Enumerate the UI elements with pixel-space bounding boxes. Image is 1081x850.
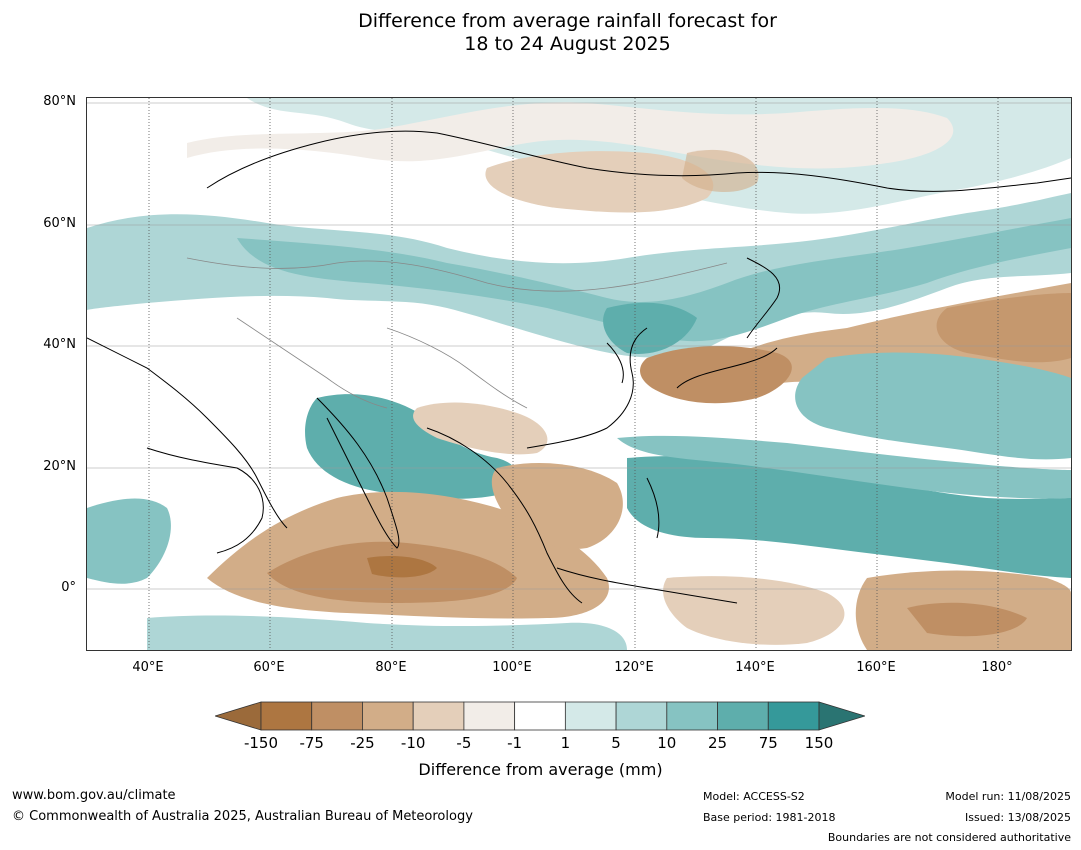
colorbar	[215, 701, 865, 731]
colorbar-title: Difference from average (mm)	[418, 760, 663, 779]
region-south-asia-dry	[413, 402, 548, 455]
region-siberia-dry	[187, 102, 954, 169]
region-siberia-dry-core	[485, 151, 714, 213]
colorbar-tick-label: -150	[243, 734, 279, 752]
lon-label-40e: 40°E	[132, 660, 164, 675]
colorbar-box	[717, 701, 769, 731]
footer-model-run: Model run: 11/08/2025	[945, 790, 1071, 803]
colorbar-tick-label: -25	[350, 734, 375, 752]
region-south-pacific-dry	[663, 576, 845, 645]
region-indian-ocean-dry-center	[367, 556, 437, 578]
lon-label-100e: 100°E	[492, 660, 532, 675]
colorbar-tick-label: 10	[657, 734, 677, 752]
footer-base-period: Base period: 1981-2018	[703, 811, 836, 824]
colorbar-box	[412, 701, 465, 731]
map-title: Difference from average rainfall forecas…	[0, 10, 1081, 56]
lon-label-140e: 140°E	[735, 660, 775, 675]
colorbar-arrow-high	[818, 701, 865, 731]
title-line-2: 18 to 24 August 2025	[464, 33, 671, 55]
region-korea-wet	[603, 302, 697, 354]
colorbar-box	[463, 701, 516, 731]
region-central-asia-wet	[87, 193, 1071, 358]
colorbar-tick-label: 1	[560, 734, 571, 752]
region-southeast-asia-dry	[491, 463, 623, 549]
region-west-pacific-wet-edge	[617, 435, 1071, 499]
region-south-pacific-dry-core	[907, 602, 1027, 637]
region-bay-of-bengal-wet	[305, 394, 518, 499]
region-southern-indian-wet	[147, 615, 627, 650]
colorbar-box	[514, 701, 566, 731]
colorbar-box	[767, 701, 820, 731]
region-west-pacific-wet	[627, 456, 1071, 578]
footer-issued: Issued: 13/08/2025	[964, 811, 1071, 824]
lat-label-60n: 60°N	[43, 216, 76, 231]
colorbar-box	[311, 701, 363, 731]
lon-label-180: 180°	[981, 660, 1013, 675]
region-pacific-wet	[795, 352, 1071, 460]
lat-label-20n: 20°N	[43, 459, 76, 474]
colorbar-tick-label: -5	[456, 734, 472, 752]
colorbar-box	[564, 701, 617, 731]
lon-label-160e: 160°E	[856, 660, 896, 675]
map-canvas	[87, 98, 1071, 650]
colorbar-box	[362, 701, 414, 731]
country-boundaries	[186, 257, 728, 409]
region-africa-wet	[87, 498, 171, 584]
lon-label-120e: 120°E	[614, 660, 654, 675]
lat-label-80n: 80°N	[43, 94, 76, 109]
rainfall-anomaly-map	[86, 97, 1072, 651]
lon-label-80e: 80°E	[375, 660, 407, 675]
colorbar-box	[666, 701, 718, 731]
colorbar-tick-label: 150	[804, 734, 834, 752]
footer-website[interactable]: www.bom.gov.au/climate	[12, 788, 176, 803]
colorbar-box	[260, 701, 313, 731]
lon-label-60e: 60°E	[253, 660, 285, 675]
colorbar-box	[615, 701, 668, 731]
lat-label-40n: 40°N	[43, 337, 76, 352]
coastlines	[87, 130, 1071, 604]
footer-disclaimer: Boundaries are not considered authoritat…	[827, 831, 1071, 844]
title-line-1: Difference from average rainfall forecas…	[358, 10, 777, 32]
region-siberia-dry-core2	[682, 149, 759, 193]
lat-label-0: 0°	[61, 580, 76, 595]
colorbar-arrow-low	[215, 701, 262, 731]
footer-model: Model: ACCESS-S2	[703, 790, 805, 803]
colorbar-tick-label: 75	[758, 734, 778, 752]
region-pacific-dry-core	[936, 293, 1071, 363]
colorbar-tick-label: 25	[707, 734, 728, 752]
footer-copyright: © Commonwealth of Australia 2025, Austra…	[12, 809, 473, 824]
colorbar-tick-label: -75	[299, 734, 324, 752]
colorbar-tick-label: -10	[400, 734, 426, 752]
longitude-gridlines	[148, 98, 999, 650]
colorbar-tick-label: 5	[611, 734, 621, 752]
colorbar-tick-label: -1	[507, 734, 523, 752]
